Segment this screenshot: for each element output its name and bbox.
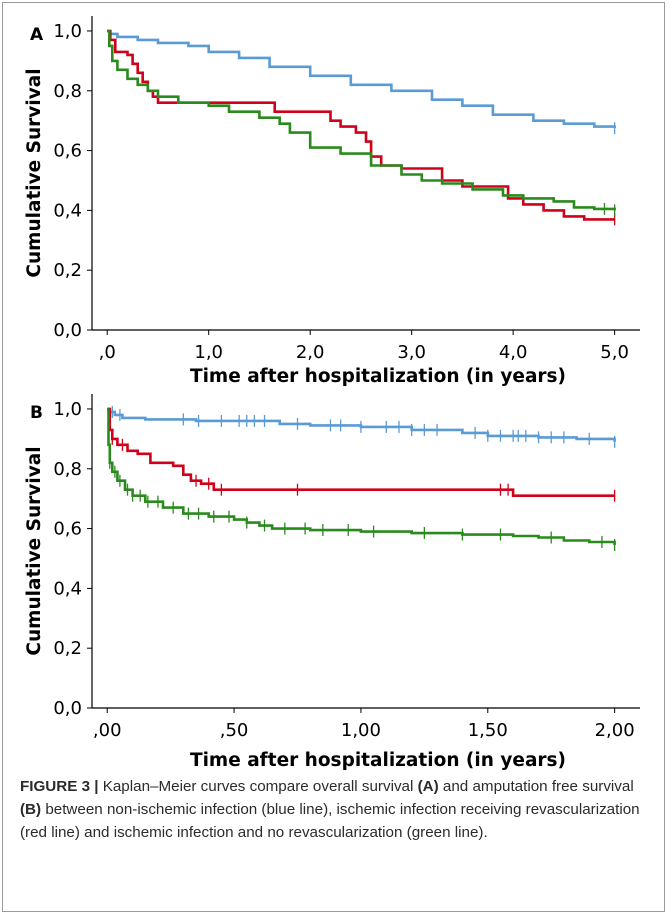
caption-text-2: and amputation free survival: [438, 778, 634, 795]
red-survival-curve: [107, 29, 615, 221]
x-tick-label: 5,0: [600, 342, 629, 363]
caption-label: FIGURE 3 |: [20, 778, 99, 795]
y-tick-label: 0,0: [53, 320, 82, 341]
x-tick-label: 1,00: [341, 720, 381, 741]
green-survival-curve: [107, 29, 616, 211]
x-tick-label: ,0: [99, 342, 116, 363]
figure-caption: FIGURE 3 | Kaplan–Meier curves compare o…: [20, 775, 650, 844]
x-tick-label: 3,0: [397, 342, 426, 363]
caption-panel-b-ref: (B): [20, 801, 42, 818]
panel-a: A 0,0 0,2 0,4 0,6 0,8 1,0 ,0 1,0 2,0 3,0 4,0 5,0 Time…: [24, 16, 640, 387]
x-axis-title: Time after hospitalization (in years): [190, 366, 566, 387]
panel-letter: A: [30, 25, 44, 45]
x-tick-label: 2,00: [595, 720, 635, 741]
y-tick-label: 0,2: [53, 638, 82, 659]
red-survival-curve: [107, 407, 615, 497]
y-tick-label: 0,8: [53, 459, 82, 480]
caption-text-3: between non-ischemic infection (blue lin…: [20, 801, 640, 841]
x-tick-label: ,50: [220, 720, 249, 741]
x-tick-label: 1,50: [468, 720, 508, 741]
x-tick-label: 2,0: [296, 342, 325, 363]
caption-panel-a-ref: (A): [417, 778, 439, 795]
y-tick-label: 0,4: [53, 578, 82, 599]
y-tick-label: 1,0: [53, 399, 82, 420]
x-tick-label: 4,0: [499, 342, 528, 363]
x-tick-label: 1,0: [194, 342, 223, 363]
km-charts: A 0,0 0,2 0,4 0,6 0,8 1,0 ,0 1,0 2,0 3,0 4,0 5,0 Time…: [24, 16, 640, 770]
panel-letter: B: [30, 403, 43, 423]
y-tick-label: 1,0: [53, 21, 82, 42]
caption-text-1: Kaplan–Meier curves compare overall surv…: [98, 778, 418, 795]
y-tick-label: 0,8: [53, 81, 82, 102]
panel-b: B 0,0 0,2 0,4 0,6 0,8 1,0 ,00 ,50 1,00 1,50 2,00 Tim…: [24, 394, 640, 770]
x-axis-title: Time after hospitalization (in years): [190, 750, 566, 770]
y-tick-label: 0,6: [53, 141, 82, 162]
y-axis-title: Cumulative Survival: [24, 446, 45, 655]
y-tick-label: 0,0: [53, 698, 82, 719]
y-tick-label: 0,2: [53, 260, 82, 281]
y-tick-label: 0,4: [53, 200, 82, 221]
blue-survival-curve: [107, 29, 616, 129]
y-axis-title: Cumulative Survival: [24, 68, 45, 277]
y-tick-label: 0,6: [53, 519, 82, 540]
x-tick-label: ,00: [93, 720, 122, 741]
